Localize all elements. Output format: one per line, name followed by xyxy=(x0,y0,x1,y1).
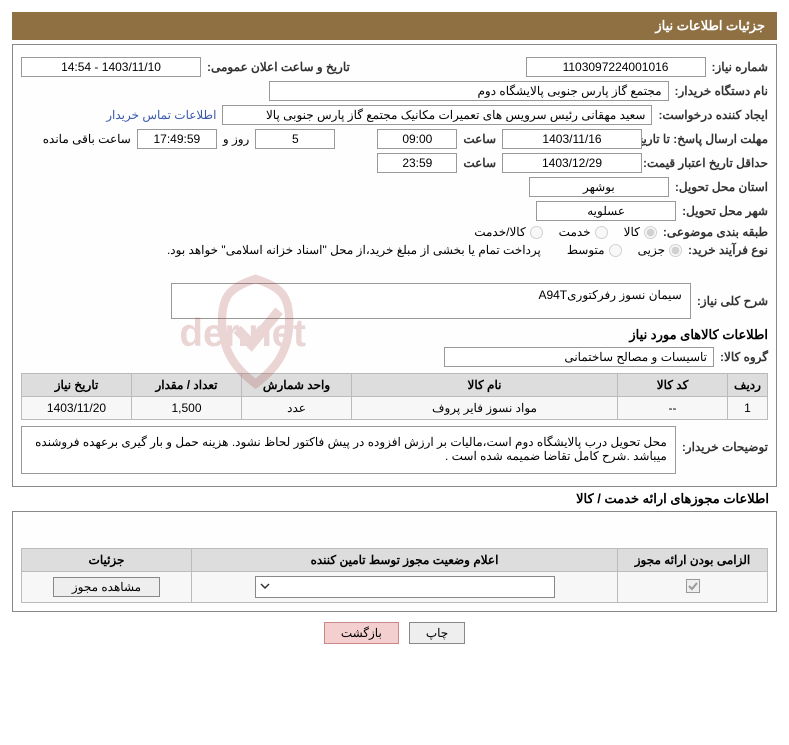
buyer-org-label: نام دستگاه خریدار: xyxy=(675,84,769,98)
province-value: بوشهر xyxy=(529,177,669,197)
contact-buyer-link[interactable]: اطلاعات تماس خریدار xyxy=(106,108,216,122)
purchase-note: پرداخت تمام یا بخشی از مبلغ خرید،از محل … xyxy=(167,243,541,257)
footer-buttons: چاپ بازگشت xyxy=(0,622,789,644)
th-unit: واحد شمارش xyxy=(242,374,352,397)
need-no-value: 1103097224001016 xyxy=(526,57,706,77)
requester-value: سعید مهقانی رئیس سرویس های تعمیرات مکانی… xyxy=(222,105,652,125)
days-value: 5 xyxy=(255,129,335,149)
perm-section-title: اطلاعات مجوزهای ارائه خدمت / کالا xyxy=(0,491,769,507)
td-code: -- xyxy=(618,397,728,420)
remaining-time-value: 17:49:59 xyxy=(137,129,217,149)
th-qty: تعداد / مقدار xyxy=(132,374,242,397)
price-date-value: 1403/12/29 xyxy=(502,153,642,173)
mandatory-checkbox xyxy=(686,579,700,593)
announce-dt-value: 1403/11/10 - 14:54 xyxy=(21,57,201,77)
province-label: استان محل تحویل: xyxy=(675,180,768,194)
days-and-label: روز و xyxy=(223,132,250,146)
td-status xyxy=(192,572,618,603)
overall-label: شرح کلی نیاز: xyxy=(697,294,768,308)
status-select[interactable] xyxy=(255,576,555,598)
permissions-table: الزامی بودن ارائه مجوز اعلام وضعیت مجوز … xyxy=(21,548,768,603)
page-header: جزئیات اطلاعات نیاز xyxy=(12,12,777,40)
buyer-desc-label: توضیحات خریدار: xyxy=(682,440,768,454)
th-code: کد کالا xyxy=(618,374,728,397)
permissions-panel: الزامی بودن ارائه مجوز اعلام وضعیت مجوز … xyxy=(12,511,777,612)
td-qty: 1,500 xyxy=(132,397,242,420)
time-label-1: ساعت xyxy=(463,132,496,146)
print-button[interactable]: چاپ xyxy=(409,622,465,644)
reply-time-value: 09:00 xyxy=(377,129,457,149)
buyer-desc-value: محل تحویل درب پالایشگاه دوم است،مالیات ب… xyxy=(21,426,676,474)
view-permission-button[interactable]: مشاهده مجوز xyxy=(53,577,160,597)
classification-radio-group: کالا خدمت کالا/خدمت xyxy=(474,225,657,239)
page-title: جزئیات اطلاعات نیاز xyxy=(655,18,765,33)
need-no-label: شماره نیاز: xyxy=(712,60,768,74)
city-value: عسلویه xyxy=(536,201,676,221)
th-row: ردیف xyxy=(728,374,768,397)
back-button[interactable]: بازگشت xyxy=(324,622,399,644)
announce-dt-label: تاریخ و ساعت اعلان عمومی: xyxy=(207,60,350,74)
goods-table: ردیف کد کالا نام کالا واحد شمارش تعداد /… xyxy=(21,373,768,420)
time-label-2: ساعت xyxy=(463,156,496,170)
goods-group-value: تاسیسات و مصالح ساختمانی xyxy=(444,347,714,367)
td-mandatory xyxy=(618,572,768,603)
perm-row: مشاهده مجوز xyxy=(22,572,768,603)
td-name: مواد نسوز فایر پروف xyxy=(352,397,618,420)
perm-header-row: الزامی بودن ارائه مجوز اعلام وضعیت مجوز … xyxy=(22,549,768,572)
td-unit: عدد xyxy=(242,397,352,420)
chevron-down-icon xyxy=(260,580,270,594)
reply-deadline-label: مهلت ارسال پاسخ: تا تاریخ: xyxy=(648,132,768,146)
city-label: شهر محل تحویل: xyxy=(682,204,768,218)
details-panel: شماره نیاز: 1103097224001016 تاریخ و ساع… xyxy=(12,44,777,487)
buyer-org-value: مجتمع گاز پارس جنوبی پالایشگاه دوم xyxy=(269,81,669,101)
radio-medium[interactable]: متوسط xyxy=(567,243,622,257)
td-details: مشاهده مجوز xyxy=(22,572,192,603)
purchase-type-label: نوع فرآیند خرید: xyxy=(688,243,768,257)
th-details: جزئیات xyxy=(22,549,192,572)
th-date: تاریخ نیاز xyxy=(22,374,132,397)
class-label: طبقه بندی موضوعی: xyxy=(663,225,768,239)
price-valid-label: حداقل تاریخ اعتبار قیمت: تا تاریخ: xyxy=(648,156,768,170)
purchase-type-radio-group: جزیی متوسط xyxy=(567,243,682,257)
radio-small[interactable]: جزیی xyxy=(638,243,682,257)
radio-goods[interactable]: کالا xyxy=(624,225,657,239)
remaining-label: ساعت باقی مانده xyxy=(43,132,131,146)
th-name: نام کالا xyxy=(352,374,618,397)
td-row: 1 xyxy=(728,397,768,420)
table-row: 1 -- مواد نسوز فایر پروف عدد 1,500 1403/… xyxy=(22,397,768,420)
reply-date-value: 1403/11/16 xyxy=(502,129,642,149)
goods-group-label: گروه کالا: xyxy=(720,350,768,364)
radio-goods-service[interactable]: کالا/خدمت xyxy=(474,225,542,239)
price-time-value: 23:59 xyxy=(377,153,457,173)
th-mandatory: الزامی بودن ارائه مجوز xyxy=(618,549,768,572)
th-status: اعلام وضعیت مجوز توسط تامین کننده xyxy=(192,549,618,572)
table-header-row: ردیف کد کالا نام کالا واحد شمارش تعداد /… xyxy=(22,374,768,397)
requester-label: ایجاد کننده درخواست: xyxy=(658,108,768,122)
td-date: 1403/11/20 xyxy=(22,397,132,420)
radio-service[interactable]: خدمت xyxy=(559,225,608,239)
goods-section-title: اطلاعات کالاهای مورد نیاز xyxy=(21,327,768,343)
overall-desc-value: سیمان نسوز رفرکتوریA94T xyxy=(171,283,691,319)
